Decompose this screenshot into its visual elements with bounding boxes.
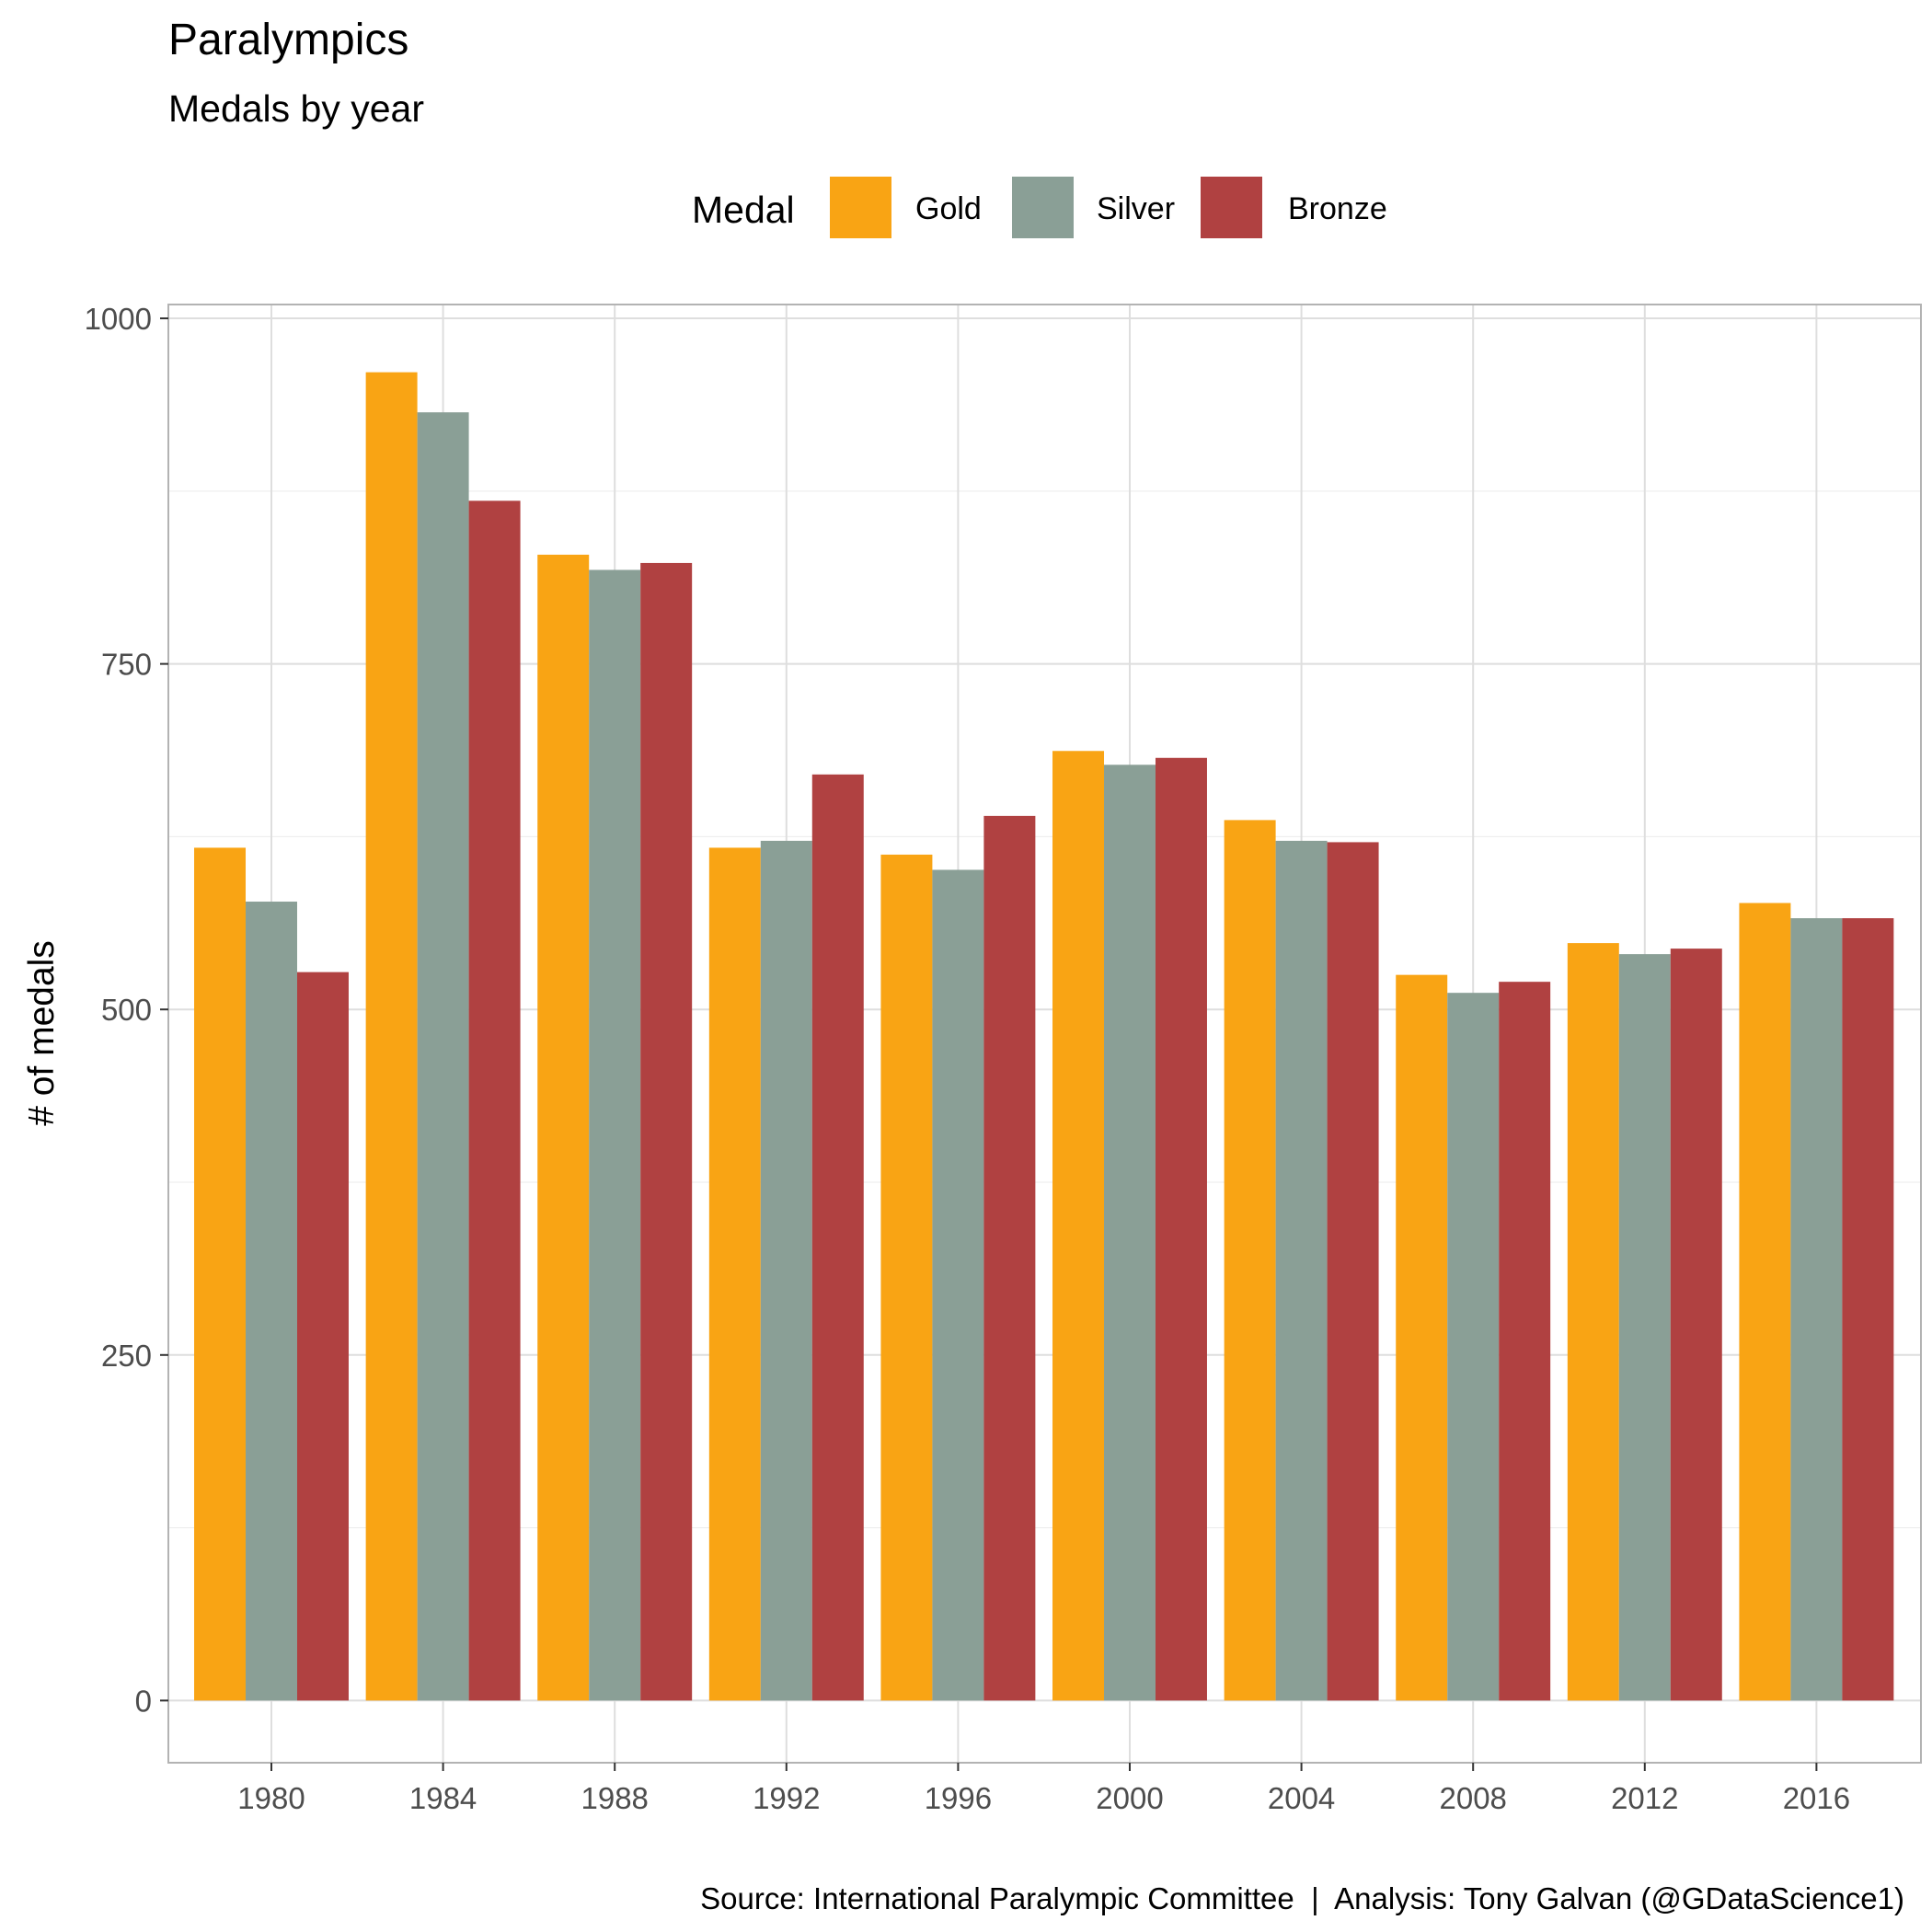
bar-gold-2008 xyxy=(1396,974,1448,1701)
bar-gold-1980 xyxy=(194,847,247,1701)
y-tick-label: 0 xyxy=(135,1684,152,1718)
bar-gold-1988 xyxy=(537,554,590,1701)
bar-silver-1980 xyxy=(246,902,297,1701)
x-axis: 1980 1984 1988 1992 1996 2000 2004 2008 2012 2016 xyxy=(237,1763,1850,1815)
caption: Source: International Paralympic Committ… xyxy=(700,1881,1904,1915)
y-axis-label: # of medals xyxy=(22,940,62,1126)
legend-label-gold: Gold xyxy=(915,191,982,226)
panel-border xyxy=(167,304,1922,1764)
bar-bronze-1988 xyxy=(640,562,693,1701)
bar-bronze-1996 xyxy=(983,815,1036,1701)
bar-bronze-1980 xyxy=(296,972,349,1701)
bar-bronze-1984 xyxy=(468,500,521,1701)
x-tick-label: 2000 xyxy=(1096,1781,1163,1815)
bar-gold-1992 xyxy=(708,847,761,1701)
x-tick-label: 1996 xyxy=(925,1781,992,1815)
x-tick-label: 2004 xyxy=(1268,1781,1335,1815)
x-tick-label: 2012 xyxy=(1611,1781,1678,1815)
x-tick-label: 1980 xyxy=(237,1781,305,1815)
bar-bronze-2008 xyxy=(1499,982,1551,1701)
bar-silver-2004 xyxy=(1275,840,1328,1701)
bar-silver-1984 xyxy=(417,412,469,1701)
x-tick-label: 2016 xyxy=(1783,1781,1850,1815)
bar-silver-2016 xyxy=(1790,918,1843,1701)
bar-bronze-2004 xyxy=(1327,842,1379,1701)
bar-bronze-2012 xyxy=(1670,949,1722,1701)
bar-silver-2012 xyxy=(1618,954,1671,1701)
x-tick-label: 1988 xyxy=(581,1781,648,1815)
bar-bronze-1992 xyxy=(811,774,864,1701)
legend-key-bronze xyxy=(1201,177,1262,238)
x-tick-label: 1992 xyxy=(753,1781,820,1815)
bar-gold-2016 xyxy=(1739,903,1791,1701)
y-tick-label: 1000 xyxy=(85,302,152,336)
plot-panel xyxy=(167,304,1922,1764)
y-axis: 0 250 500 750 1000 xyxy=(85,302,168,1718)
bar-gold-2004 xyxy=(1224,820,1276,1701)
bar-silver-2000 xyxy=(1104,765,1156,1701)
legend-label-silver: Silver xyxy=(1097,191,1175,226)
bar-bronze-2016 xyxy=(1842,918,1894,1701)
y-tick-label: 500 xyxy=(101,993,152,1027)
legend-label-bronze: Bronze xyxy=(1288,191,1387,226)
x-tick-label: 2008 xyxy=(1439,1781,1506,1815)
x-tick-label: 1984 xyxy=(409,1781,477,1815)
bar-gold-1984 xyxy=(365,372,418,1701)
legend-key-gold xyxy=(830,177,891,238)
y-tick-label: 750 xyxy=(101,648,152,682)
bar-bronze-2000 xyxy=(1155,757,1207,1701)
bar-gold-1996 xyxy=(880,854,933,1701)
chart-subtitle: Medals by year xyxy=(168,87,424,130)
bar-gold-2000 xyxy=(1052,751,1105,1701)
bar-silver-1992 xyxy=(760,840,812,1701)
bar-gold-2012 xyxy=(1567,943,1619,1701)
bar-silver-1996 xyxy=(932,869,984,1701)
bars xyxy=(194,372,1894,1701)
y-tick-label: 250 xyxy=(101,1339,152,1373)
legend-title: Medal xyxy=(692,189,795,231)
bar-silver-1988 xyxy=(589,569,641,1701)
bar-silver-2008 xyxy=(1447,993,1500,1701)
chart-title: Paralympics xyxy=(168,16,408,64)
legend: Medal Gold Silver Bronze xyxy=(692,177,1387,238)
legend-key-silver xyxy=(1012,177,1074,238)
